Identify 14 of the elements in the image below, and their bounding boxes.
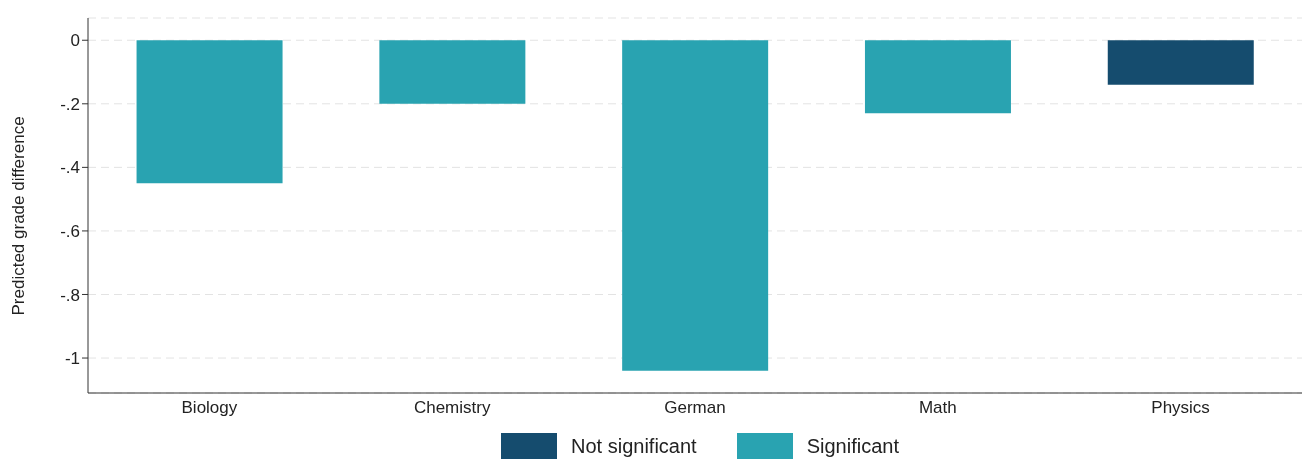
x-tick-label: Biology: [181, 398, 238, 418]
y-tick-label: -1: [64, 349, 80, 369]
x-tick-label: Physics: [1151, 398, 1210, 418]
y-tick-label: -.6: [60, 221, 80, 241]
legend-label: Significant: [806, 434, 899, 458]
y-tick-label: 0: [70, 31, 80, 51]
x-tick-label: Chemistry: [413, 398, 491, 418]
y-tick-label: -.8: [60, 285, 80, 305]
y-tick-label: -.4: [60, 158, 80, 178]
legend-label: Not significant: [571, 434, 697, 458]
y-tick-label: -.2: [60, 94, 80, 114]
x-tick-label: Math: [918, 398, 957, 418]
y-axis-title: Predicted grade difference: [9, 116, 29, 316]
x-tick-label: German: [664, 398, 726, 418]
